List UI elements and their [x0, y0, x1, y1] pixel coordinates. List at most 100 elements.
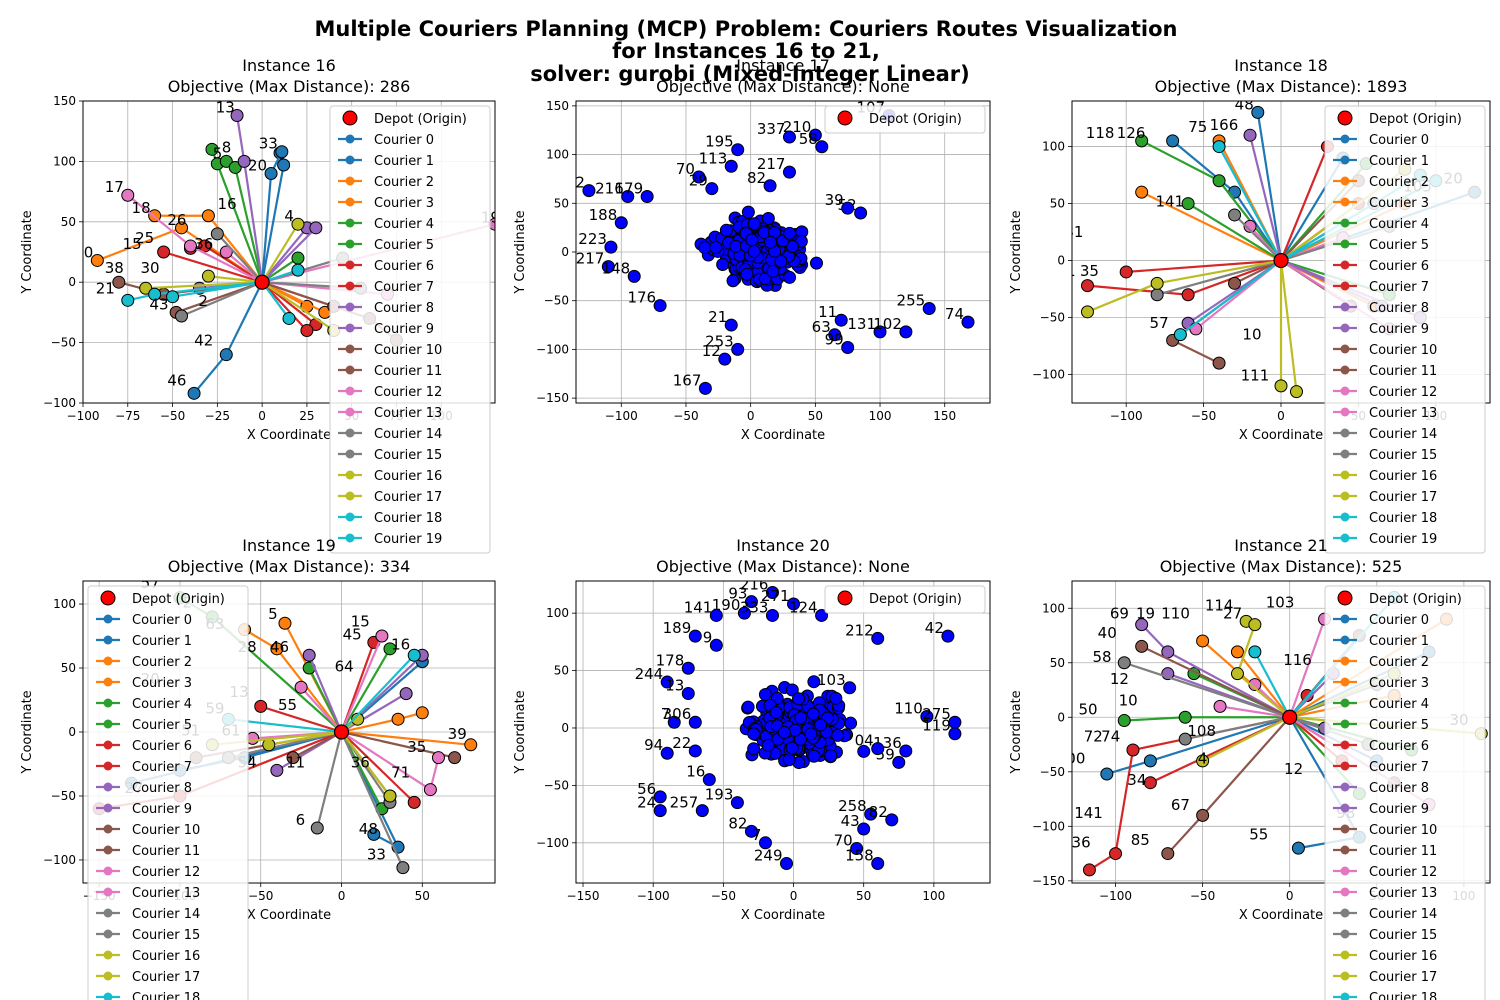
legend-entry: Courier 0 [1369, 613, 1429, 628]
route-node [1100, 767, 1114, 781]
node-label: 103 [1266, 593, 1295, 611]
node-label: 38 [105, 259, 124, 277]
y-tick-label: −100 [536, 342, 569, 356]
node-label: 176 [627, 289, 656, 307]
node-label: 8 [222, 138, 232, 156]
legend-entry: Courier 10 [132, 823, 200, 838]
node-point [807, 749, 821, 763]
courier-route-16 [1087, 259, 1298, 392]
legend-marker [103, 929, 113, 939]
node-point [681, 661, 695, 675]
legend-marker [1340, 428, 1350, 438]
route-node [121, 188, 135, 202]
legend-entry: Courier 13 [1369, 886, 1437, 901]
legend-entry: Courier 2 [1369, 175, 1429, 190]
route-node [423, 783, 437, 797]
legend-marker [1340, 176, 1350, 186]
courier-route-2 [244, 628, 471, 746]
legend-entry: Courier 10 [374, 343, 442, 358]
subplot-instance-20: Instance 20 Objective (Max Distance): Non… [513, 536, 991, 923]
legend-marker [1340, 698, 1350, 708]
node-point [681, 687, 695, 701]
node-label: 57 [1150, 314, 1169, 332]
route-node [1181, 288, 1195, 302]
subplot-title: Instance 16 [242, 56, 336, 75]
legend-marker [1340, 992, 1350, 1000]
subplot-instance-16: Instance 16 Objective (Max Distance): 286… [20, 56, 496, 554]
x-tick-label: 0 [1277, 409, 1285, 423]
node-label: 40 [74, 243, 93, 261]
node-point [763, 179, 777, 193]
legend-marker [1340, 302, 1350, 312]
node-label: 257 [670, 794, 699, 812]
node-label: 56 [637, 780, 656, 798]
route-node [383, 642, 397, 656]
legend-entry: Courier 13 [132, 886, 200, 901]
node-label: 223 [578, 230, 607, 248]
route-node [291, 263, 305, 277]
legend-marker [345, 239, 355, 249]
node-label: 11 [818, 303, 837, 321]
x-tick-label: −150 [567, 889, 600, 903]
node-label: 110 [1161, 604, 1190, 622]
x-tick-label: −50 [1191, 409, 1216, 423]
legend-marker [1340, 197, 1350, 207]
node-label: 67 [1171, 796, 1190, 814]
subplot-objective: Objective (Max Distance): 286 [168, 77, 411, 96]
route-node [448, 751, 462, 765]
node-label: 4 [284, 207, 294, 225]
node-point [788, 723, 802, 737]
y-tick-label: −150 [536, 391, 569, 405]
route-node [219, 348, 233, 362]
node-point [922, 302, 936, 316]
legend-entry: Courier 16 [132, 949, 200, 964]
y-tick-label: −50 [1040, 311, 1065, 325]
node-label: 126 [1117, 124, 1146, 142]
route-node [1117, 714, 1131, 728]
legend-entry: Courier 10 [1369, 343, 1437, 358]
legend-marker [345, 512, 355, 522]
legend-entry: Courier 15 [132, 928, 200, 943]
y-tick-label: 50 [1050, 656, 1065, 670]
node-label: 12 [1284, 760, 1303, 778]
legend-entry: Courier 12 [1369, 865, 1437, 880]
legend-entry: Courier 11 [374, 364, 442, 379]
node-label: 19 [1136, 604, 1155, 622]
legend-entry: Courier 14 [1369, 427, 1437, 442]
node-point [808, 128, 822, 142]
y-tick-label: −100 [1032, 368, 1065, 382]
legend-entry: Courier 6 [374, 259, 434, 274]
node-label: 167 [673, 371, 702, 389]
y-tick-label: −150 [1032, 874, 1065, 888]
node-label: 226 [529, 814, 558, 832]
node-point [688, 629, 702, 643]
route-node [1248, 618, 1262, 632]
node-label: 5 [213, 144, 223, 162]
node-label: 11 [286, 753, 305, 771]
legend: Depot (Origin) [824, 105, 986, 134]
y-tick-label: −100 [43, 853, 76, 867]
node-label: 333 [740, 598, 769, 616]
x-tick-label: −50 [673, 409, 698, 423]
x-tick-label: 100 [869, 409, 892, 423]
y-tick-label: −50 [1040, 765, 1065, 779]
y-tick-label: 100 [53, 154, 76, 168]
node-point [667, 715, 681, 729]
x-tick-label: 50 [808, 409, 823, 423]
node-label: 116 [1283, 651, 1312, 669]
node-point [765, 608, 779, 622]
node-label: 178 [656, 651, 685, 669]
node-point [614, 216, 628, 230]
route-node [1181, 197, 1195, 211]
node-label: 72 [1084, 728, 1103, 746]
node-point [834, 313, 848, 327]
legend-entry: Courier 16 [1369, 469, 1437, 484]
node-point [850, 842, 864, 856]
legend-entry: Courier 3 [1369, 196, 1429, 211]
node-label: 212 [845, 621, 874, 639]
node-point [726, 274, 740, 288]
legend-entry: Courier 1 [374, 154, 434, 169]
legend-entry: Depot (Origin) [869, 592, 962, 607]
y-tick-label: −100 [1032, 819, 1065, 833]
legend-marker [1340, 344, 1350, 354]
